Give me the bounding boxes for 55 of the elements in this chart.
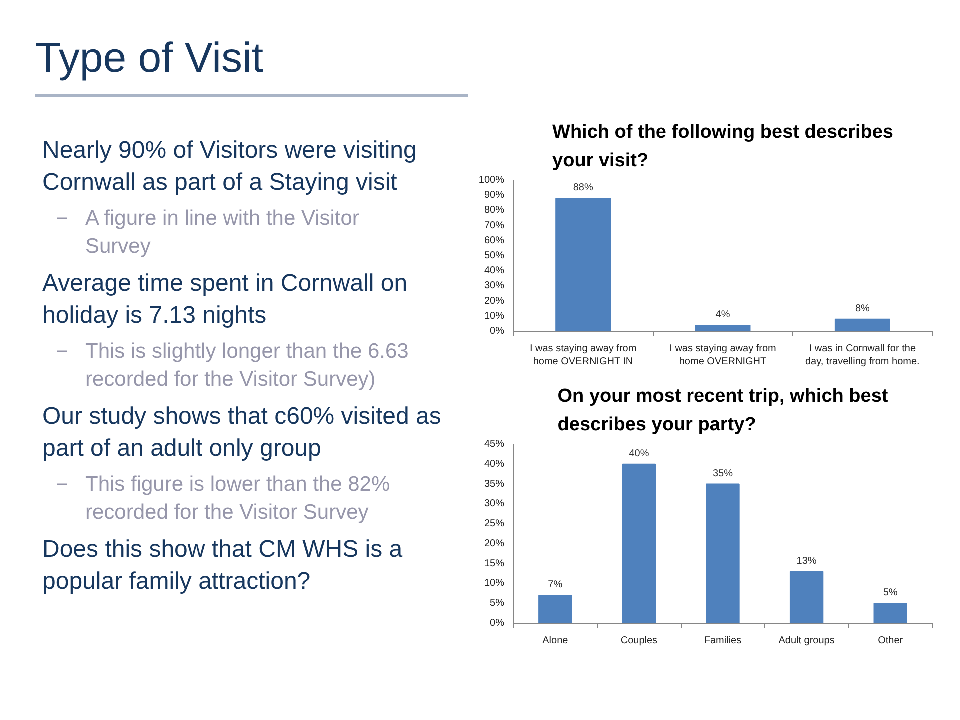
y-tick-label: 70% [484, 220, 505, 232]
text: Our study shows that c60% visited as part of an adult only group [42, 403, 442, 462]
bar [706, 484, 740, 624]
data-label: 40% [629, 448, 650, 460]
data-label: 8% [855, 303, 870, 314]
y-tick-label: 90% [484, 190, 505, 202]
x-tick-label: I was staying away from home OVERNIGHT IN [530, 344, 637, 368]
y-tick-label: 20% [484, 296, 505, 307]
y-tick-label: 50% [484, 250, 505, 262]
chart-title: Which of the following best describes your visit? [552, 122, 894, 172]
text: This is slightly longer than the 6.63 recorded for the Visitor Survey) [86, 340, 409, 391]
y-tick-label: 20% [484, 538, 505, 550]
text: Average time spent in Cornwall on holiday is 7.13 nights [42, 270, 408, 329]
bar [622, 464, 656, 624]
y-tick-label: 60% [484, 235, 505, 246]
text: Nearly 90% of Visitors were visiting Cornwall as part of a Staying visit [42, 137, 417, 196]
x-tick-label: I was staying away from home OVERNIGHT [670, 344, 776, 368]
y-tick-label: 80% [484, 205, 505, 216]
y-tick-label: 30% [484, 280, 505, 292]
y-tick-label: 5% [490, 598, 505, 610]
x-tick-label: Alone [542, 636, 569, 646]
y-tick-label: 30% [484, 498, 505, 510]
chart-title: On your most recent trip, which best describes your party? [558, 386, 889, 436]
text: A figure in line with the Visitor Survey [86, 207, 360, 258]
y-tick-label: 45% [484, 439, 505, 450]
data-label: 7% [548, 580, 563, 591]
bar [695, 324, 751, 332]
data-label: 13% [796, 556, 817, 567]
bar [834, 318, 890, 332]
bar [538, 595, 572, 624]
y-tick-label: 15% [484, 558, 505, 570]
x-tick-label: Adult groups [778, 636, 835, 646]
y-tick-label: 0% [490, 326, 505, 337]
y-tick-label: 40% [484, 266, 505, 277]
data-label: 88% [573, 182, 594, 194]
y-tick-label: 0% [490, 618, 505, 629]
x-tick-label: Families [704, 636, 742, 646]
y-tick-label: 40% [484, 458, 505, 470]
text: Does this show that CM WHS is a popular family attraction? [42, 536, 404, 595]
data-label: 5% [883, 588, 898, 599]
y-tick-label: 10% [484, 578, 505, 590]
y-tick-label: 35% [484, 478, 505, 490]
y-tick-label: 25% [484, 518, 505, 530]
bar [874, 603, 908, 624]
x-tick-label: Couples [620, 636, 658, 646]
bar [556, 198, 612, 332]
bar [790, 571, 824, 624]
x-tick-label: I was in Cornwall for the day, travelling from home. [806, 344, 920, 368]
y-tick-label: 100% [478, 175, 505, 186]
x-tick-label: Other [878, 636, 904, 646]
y-tick-label: 10% [484, 310, 505, 322]
data-label: 35% [712, 468, 734, 480]
text: Type of Visit [36, 34, 264, 81]
data-label: 4% [716, 309, 730, 320]
text: This figure is lower than the 82% recorded for the Visitor Survey [86, 473, 390, 524]
